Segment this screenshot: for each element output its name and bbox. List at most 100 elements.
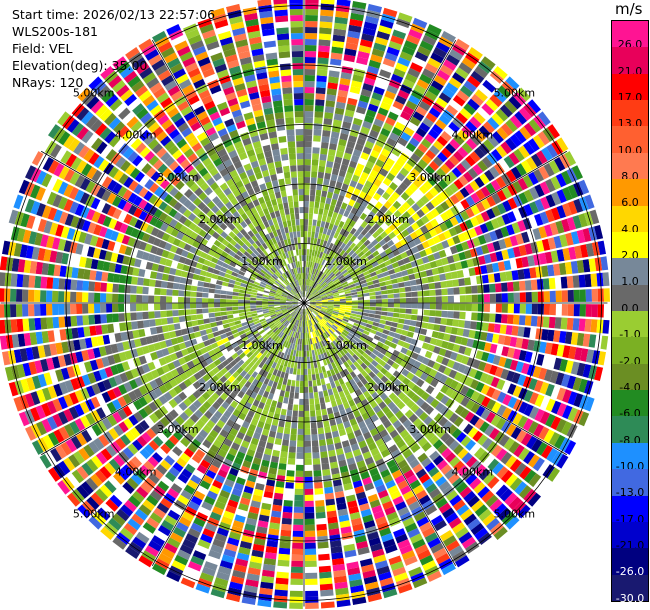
velocity-gate <box>325 432 333 440</box>
velocity-gate <box>512 180 523 194</box>
velocity-gate <box>344 273 351 279</box>
velocity-gate <box>409 62 423 73</box>
velocity-gate <box>371 391 380 400</box>
velocity-gate <box>453 134 465 146</box>
velocity-gate <box>594 366 604 381</box>
velocity-gate <box>305 57 316 64</box>
velocity-gate <box>167 274 175 282</box>
velocity-gate <box>286 409 293 417</box>
velocity-gate <box>448 440 460 451</box>
velocity-gate <box>440 384 450 394</box>
velocity-gate <box>340 202 348 210</box>
velocity-gate <box>291 548 303 555</box>
velocity-gate <box>363 21 378 31</box>
velocity-gate <box>419 249 427 258</box>
velocity-gate <box>406 197 416 207</box>
velocity-gate <box>505 119 518 133</box>
velocity-gate <box>478 143 490 155</box>
velocity-gate <box>323 316 330 321</box>
velocity-gate <box>545 178 556 193</box>
velocity-gate <box>505 325 513 335</box>
velocity-gate <box>314 111 324 118</box>
velocity-gate <box>375 235 383 243</box>
velocity-gate <box>396 18 411 29</box>
velocity-gate <box>523 389 534 403</box>
velocity-gate <box>389 375 397 383</box>
velocity-gate <box>448 369 458 379</box>
velocity-gate <box>309 280 313 287</box>
velocity-gate <box>504 492 518 506</box>
velocity-gate <box>309 261 313 268</box>
velocity-gate <box>315 195 321 203</box>
velocity-gate <box>378 401 387 410</box>
velocity-gate <box>317 51 330 59</box>
velocity-gate <box>312 310 318 315</box>
velocity-gate <box>329 318 336 323</box>
velocity-gate <box>471 499 484 513</box>
velocity-gate <box>582 333 591 347</box>
velocity-gate <box>356 270 363 276</box>
velocity-gate <box>319 159 326 167</box>
velocity-gate <box>550 416 562 430</box>
velocity-gate <box>441 310 448 318</box>
velocity-gate <box>336 272 343 279</box>
velocity-gate <box>527 99 541 114</box>
velocity-gate <box>559 331 567 344</box>
velocity-gate <box>537 111 551 126</box>
velocity-gate <box>369 129 379 139</box>
velocity-gate <box>365 160 375 170</box>
velocity-gate <box>399 292 406 298</box>
velocity-gate <box>288 397 294 405</box>
velocity-gate <box>416 174 427 184</box>
velocity-gate <box>424 336 432 344</box>
velocity-gate <box>576 229 586 244</box>
velocity-gate <box>295 476 304 483</box>
velocity-gate <box>402 211 411 220</box>
velocity-gate <box>130 312 137 321</box>
velocity-gate <box>329 327 336 333</box>
velocity-gate <box>424 247 433 256</box>
velocity-gate <box>463 80 477 93</box>
velocity-gate <box>304 111 314 118</box>
velocity-gate <box>28 304 35 317</box>
velocity-gate <box>215 284 222 290</box>
velocity-gate <box>336 0 351 7</box>
velocity-gate <box>300 368 304 375</box>
velocity-gate <box>385 157 395 167</box>
velocity-gate <box>545 398 556 412</box>
velocity-gate <box>395 62 408 73</box>
velocity-gate <box>386 46 400 57</box>
velocity-gate <box>340 242 347 250</box>
velocity-gate <box>567 200 578 215</box>
velocity-gate <box>479 372 489 383</box>
velocity-gate <box>421 256 430 264</box>
velocity-gate <box>546 448 558 463</box>
velocity-gate <box>304 63 316 70</box>
velocity-gate <box>292 530 304 537</box>
velocity-gate <box>332 211 338 219</box>
velocity-gate <box>478 341 486 351</box>
velocity-gate <box>338 274 345 280</box>
velocity-gate <box>280 408 287 416</box>
velocity-gate <box>311 312 316 318</box>
velocity-gate <box>461 142 473 154</box>
velocity-gate <box>435 242 444 251</box>
velocity-gate <box>304 93 315 100</box>
velocity-gate <box>353 361 360 369</box>
velocity-gate <box>345 146 354 155</box>
velocity-gate <box>319 571 332 579</box>
velocity-gate <box>376 258 384 265</box>
velocity-gate <box>578 213 588 228</box>
velocity-gate <box>437 364 447 374</box>
velocity-gate <box>406 381 416 390</box>
velocity-gate <box>486 386 496 398</box>
velocity-gate <box>491 389 501 401</box>
velocity-gate <box>523 327 531 338</box>
velocity-gate <box>232 310 239 314</box>
velocity-gate <box>536 150 548 164</box>
velocity-gate <box>468 329 476 339</box>
velocity-gate <box>493 66 508 80</box>
velocity-gate <box>370 149 380 159</box>
velocity-gate <box>427 323 435 330</box>
velocity-gate <box>277 559 290 567</box>
